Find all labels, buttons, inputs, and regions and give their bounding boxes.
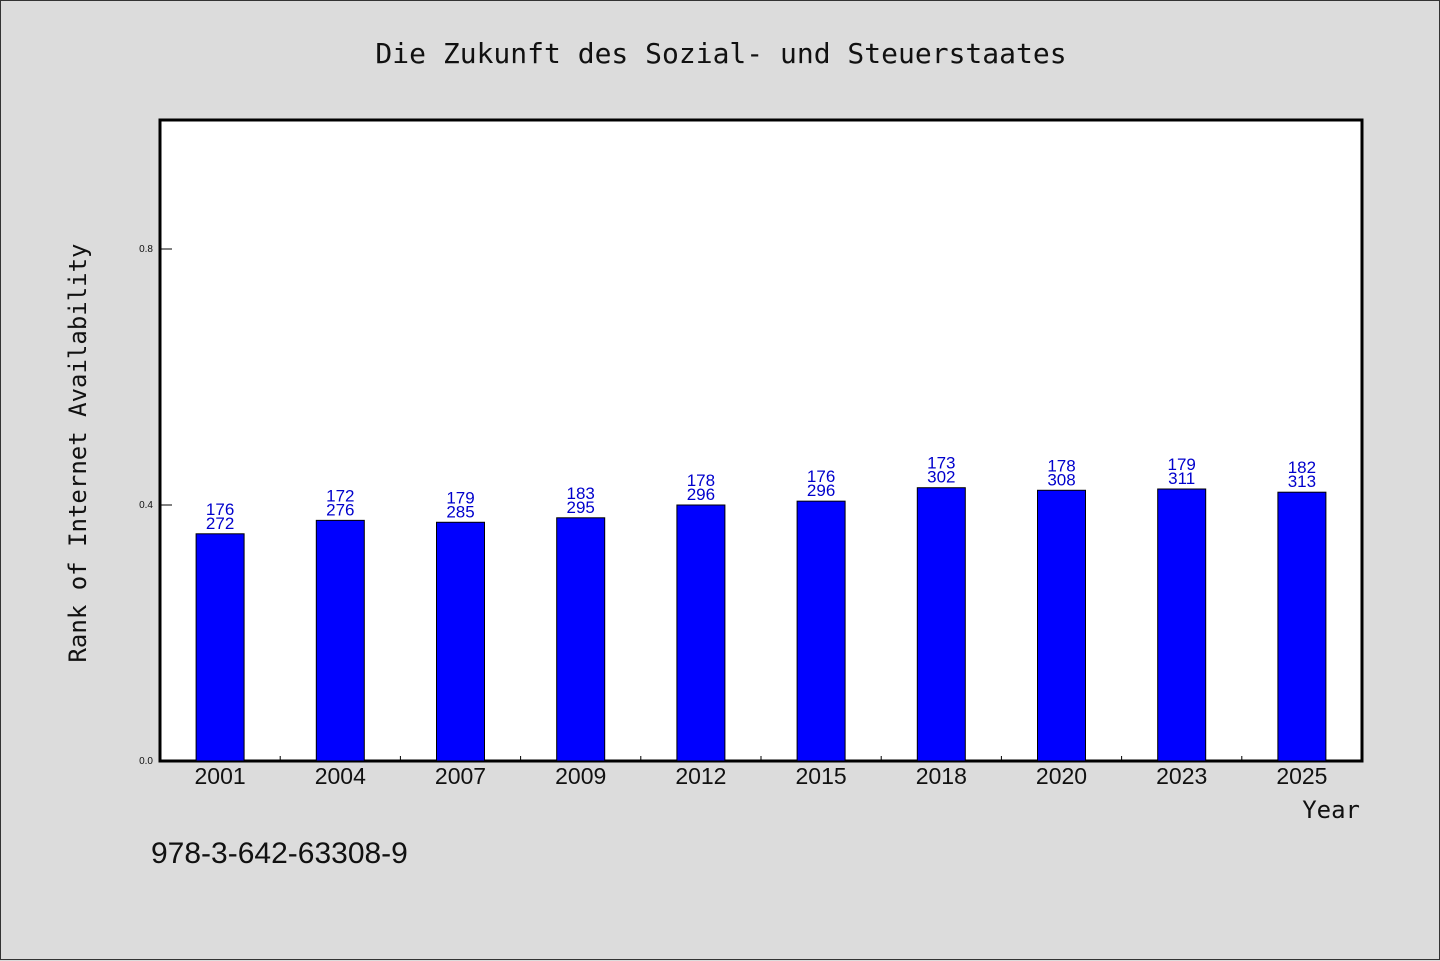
- x-tick-label-2007: 2007: [435, 763, 486, 789]
- x-tick-label-2025: 2025: [1276, 763, 1327, 789]
- bar-2025: [1277, 491, 1327, 762]
- data-label-top-2023: 179: [1168, 455, 1196, 474]
- y-tick-label-0.4: 0.4: [139, 500, 153, 511]
- data-label-bottom-2015: 296: [807, 481, 835, 500]
- data-label-bottom-2007: 285: [446, 502, 474, 521]
- data-label-bottom-2023: 311: [1168, 469, 1195, 488]
- data-label-bottom-2004: 276: [326, 500, 354, 519]
- y-axis-label: Rank of Internet Availability: [64, 243, 92, 662]
- x-axis-label: Year: [1302, 796, 1360, 824]
- x-tick-label-2023: 2023: [1156, 763, 1207, 789]
- data-label-top-2020: 178: [1047, 456, 1075, 475]
- data-label-top-2001: 176: [206, 500, 234, 519]
- data-label-bottom-2020: 308: [1047, 470, 1075, 489]
- x-tick-label-2001: 2001: [195, 763, 246, 789]
- x-tick-label-2004: 2004: [315, 763, 366, 789]
- isbn-footnote: 978-3-642-63308-9: [151, 837, 408, 870]
- y-axis-ticks: 0.0 0.4 0.8: [139, 244, 172, 767]
- x-tick-label-2015: 2015: [796, 763, 847, 789]
- data-label-bottom-2018: 302: [927, 468, 955, 487]
- bar-2004: [315, 519, 365, 762]
- data-label-top-2012: 178: [687, 471, 715, 490]
- bar-2007: [436, 521, 485, 762]
- data-label-bottom-2009: 295: [567, 498, 595, 517]
- data-label-bottom-2012: 296: [687, 485, 715, 504]
- y-tick-label-0.8: 0.8: [139, 244, 153, 255]
- data-labels-group: 1762721722761792851832951782961762961733…: [206, 454, 1316, 533]
- x-tick-label-2009: 2009: [555, 763, 606, 789]
- data-label-top-2009: 183: [567, 484, 595, 503]
- x-tick-label-2020: 2020: [1036, 763, 1087, 789]
- bar-2001: [195, 533, 245, 762]
- bar-2012: [676, 504, 726, 762]
- data-label-bottom-2025: 313: [1288, 472, 1316, 491]
- data-label-top-2018: 173: [927, 454, 955, 473]
- data-label-top-2015: 176: [807, 467, 835, 486]
- x-axis-ticks: 2001 2004 2007 2009 2012 2015 2018 2020 2023 2025: [195, 756, 1327, 789]
- x-tick-label-2012: 2012: [675, 763, 726, 789]
- bar-2015: [796, 500, 846, 762]
- data-label-top-2007: 179: [446, 488, 474, 507]
- bar-2023: [1157, 488, 1207, 762]
- y-tick-label-0.0: 0.0: [139, 756, 153, 767]
- data-label-top-2025: 182: [1288, 458, 1316, 477]
- bar-2018: [916, 487, 966, 762]
- x-tick-label-2018: 2018: [916, 763, 967, 789]
- chart-title: Die Zukunft des Sozial- und Steuerstaate…: [375, 37, 1066, 70]
- bar-2020: [1037, 489, 1086, 762]
- data-label-bottom-2001: 272: [206, 514, 234, 533]
- bars-group: [195, 487, 1327, 762]
- bar-2009: [556, 517, 606, 762]
- data-label-top-2004: 172: [326, 486, 354, 505]
